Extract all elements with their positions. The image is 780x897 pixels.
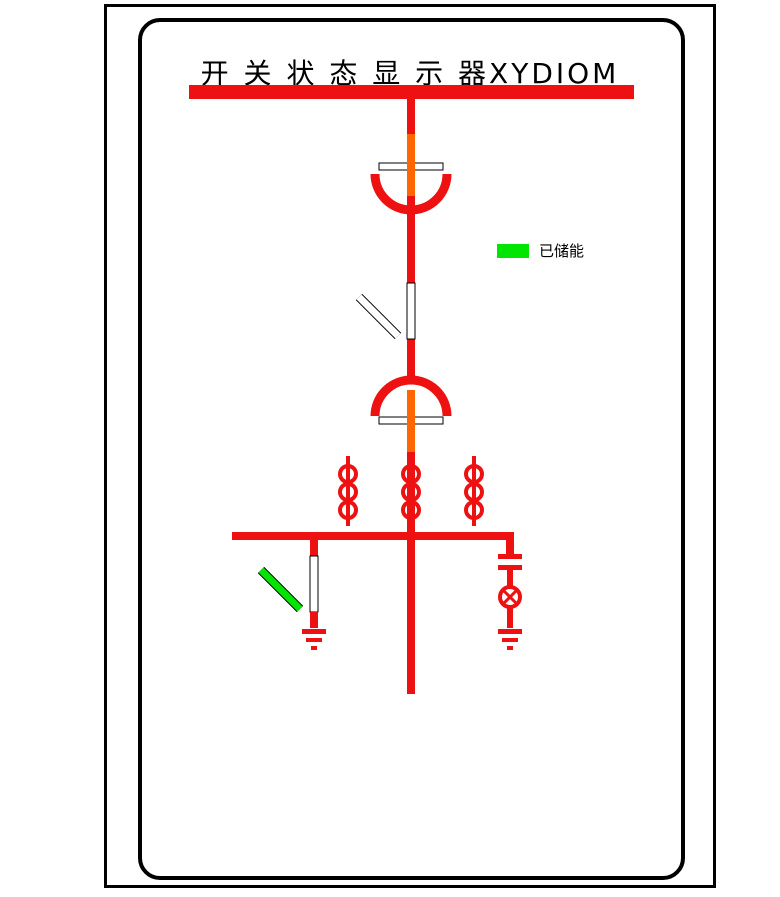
current-transformer-right-icon	[464, 456, 484, 526]
ground-icon-right	[498, 629, 522, 650]
current-transformer-left-icon	[338, 456, 358, 526]
lower-contact-icon	[370, 375, 452, 452]
main-busbar	[189, 85, 634, 99]
breaker-icon	[355, 282, 416, 340]
energy-stored-indicator: 已储能	[497, 240, 584, 261]
ground-icon-left	[302, 629, 326, 650]
current-transformer-center-icon	[401, 464, 421, 520]
panel-title: 开 关 状 态 显 示 器XYDIOM	[200, 57, 620, 90]
upper-contact-icon	[370, 134, 452, 215]
outer-frame	[104, 4, 716, 888]
surge-arrester-icon	[498, 536, 522, 628]
energy-stored-label: 已储能	[539, 242, 585, 260]
display-panel	[138, 18, 685, 880]
energy-stored-lamp-icon	[497, 243, 529, 258]
earth-switch-icon	[257, 536, 319, 628]
